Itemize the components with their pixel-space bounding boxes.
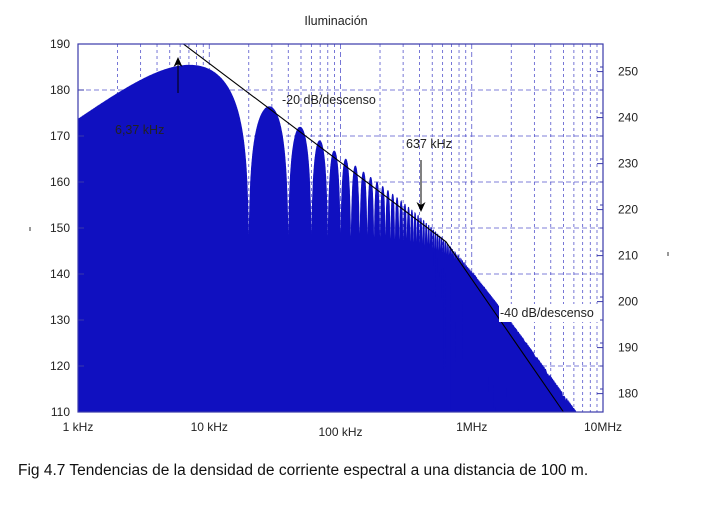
annotation-slope2-label: -40 dB/descenso [500,306,594,320]
y2-tick-label: 240 [618,111,638,125]
y2-tick-label: 180 [618,387,638,401]
y-tick-label: 120 [50,359,70,373]
y-tick-label: 150 [50,221,70,235]
y2-tick-label: 220 [618,203,638,217]
y2-tick-label: 230 [618,157,638,171]
y2-tick-label: 250 [618,65,638,79]
y-tick-label: 190 [50,37,70,51]
annotation-knee1-label: 6,37 kHz [115,123,164,137]
annotation-knee2-label: 637 kHz [406,137,452,151]
x-tick-label: 10MHz [584,420,622,434]
y-tick-label: 180 [50,83,70,97]
spectral-density-chart: Iluminación 110120130140150160170180190 … [0,0,709,455]
annotation-slope1-label: -20 dB/descenso [282,93,376,107]
x-tick-label: 10 kHz [191,420,228,434]
x-tick-label: 100 kHz [318,425,362,439]
x-tick-label: 1 kHz [63,420,94,434]
y2-tick-label: 210 [618,249,638,263]
chart-title: Iluminación [304,14,367,28]
y-tick-label: 170 [50,129,70,143]
y-tick-label: 140 [50,267,70,281]
y-tick-label: 110 [51,405,70,419]
y-tick-label: 160 [50,175,70,189]
figure-caption: Fig 4.7 Tendencias de la densidad de cor… [18,462,588,480]
y-tick-label: 130 [50,313,70,327]
y2-tick-label: 190 [618,341,638,355]
x-tick-label: 1MHz [456,420,487,434]
x-axis: 1 kHz 10 kHz 100 kHz 1MHz 10MHz [63,420,622,439]
y2-tick-label: 200 [618,295,638,309]
